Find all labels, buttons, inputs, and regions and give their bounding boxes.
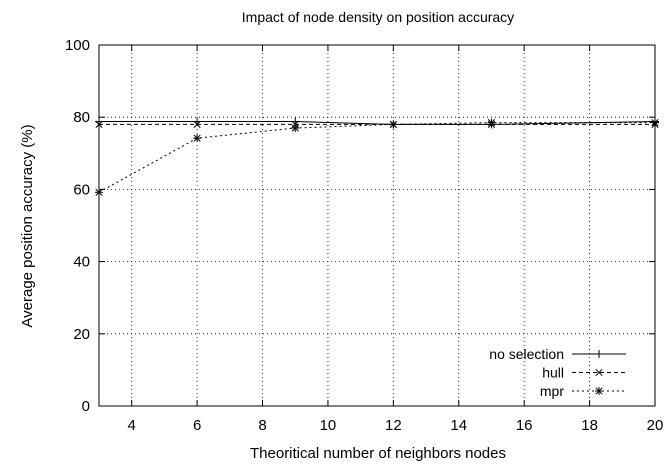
y-tick-label: 60 [73,181,90,198]
data-point [487,118,496,127]
y-tick-label: 40 [73,254,90,271]
data-point [193,134,202,143]
y-tick-label: 20 [73,326,90,343]
x-tick-label: 14 [450,417,467,434]
y-tick-label: 80 [73,109,90,126]
legend: no selection hull mpr [489,346,626,399]
y-tick-label: 100 [65,37,90,54]
grid-layer [99,45,655,406]
x-tick-label: 4 [128,417,136,434]
series-line-no-selection [99,121,656,125]
x-tick-label: 20 [647,417,664,434]
x-tick-label: 10 [320,417,337,434]
x-tick-label: 18 [581,417,598,434]
x-tick-label: 16 [516,417,533,434]
y-axis-label: Average position accuracy (%) [19,124,36,327]
data-point [291,124,300,133]
data-point [389,120,398,129]
x-tick-label: 8 [258,417,266,434]
plot-frame [98,44,656,407]
x-tick-label: 12 [385,417,402,434]
x-tick-label: 6 [193,417,201,434]
tick-layer: 0 20 40 60 80 100 4 6 8 10 12 14 16 18 20 [65,37,663,434]
series-line-mpr [98,122,655,193]
legend-label: hull [542,365,564,381]
series-layer [95,117,659,197]
chart-title: Impact of node density on position accur… [242,9,514,25]
legend-marker [595,368,603,377]
x-axis-label: Theoritical number of neighbors nodes [250,445,506,462]
legend-label: mpr [540,383,564,399]
data-point [193,120,201,128]
legend-marker [595,387,603,395]
y-tick-label: 0 [82,398,90,415]
legend-marker [595,350,603,358]
legend-label: no selection [489,346,564,362]
